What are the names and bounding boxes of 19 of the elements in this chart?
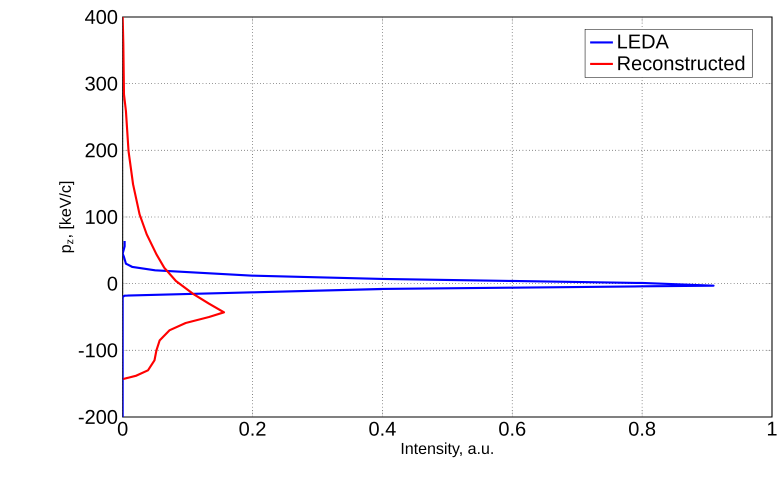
y-tick-label: 0 [108,276,118,291]
x-tick-label: 0 [118,422,128,436]
y-tick-label: -200 [78,410,118,424]
x-tick-label: 0.4 [369,422,396,436]
legend-label: LEDA [618,34,669,48]
x-tick-label: 0.6 [499,422,526,436]
line-series [122,16,226,380]
y-axis-title: p$_{z}$, [keV/c] [59,182,74,252]
y-tick-label: 200 [86,143,118,158]
y-tick-label: 100 [86,210,118,224]
x-tick-label: 0.2 [239,422,266,436]
x-tick-label: 0.8 [629,422,656,436]
y-tick-label: 400 [85,10,118,24]
x-tick-label: 1 [768,422,777,436]
y-tick-label: -100 [78,343,118,358]
x-axis-title: Intensity, a.u. [402,442,493,458]
y-tick-label: 300 [85,76,118,91]
legend-label: Reconstructed [618,56,744,70]
line-series [122,240,715,417]
